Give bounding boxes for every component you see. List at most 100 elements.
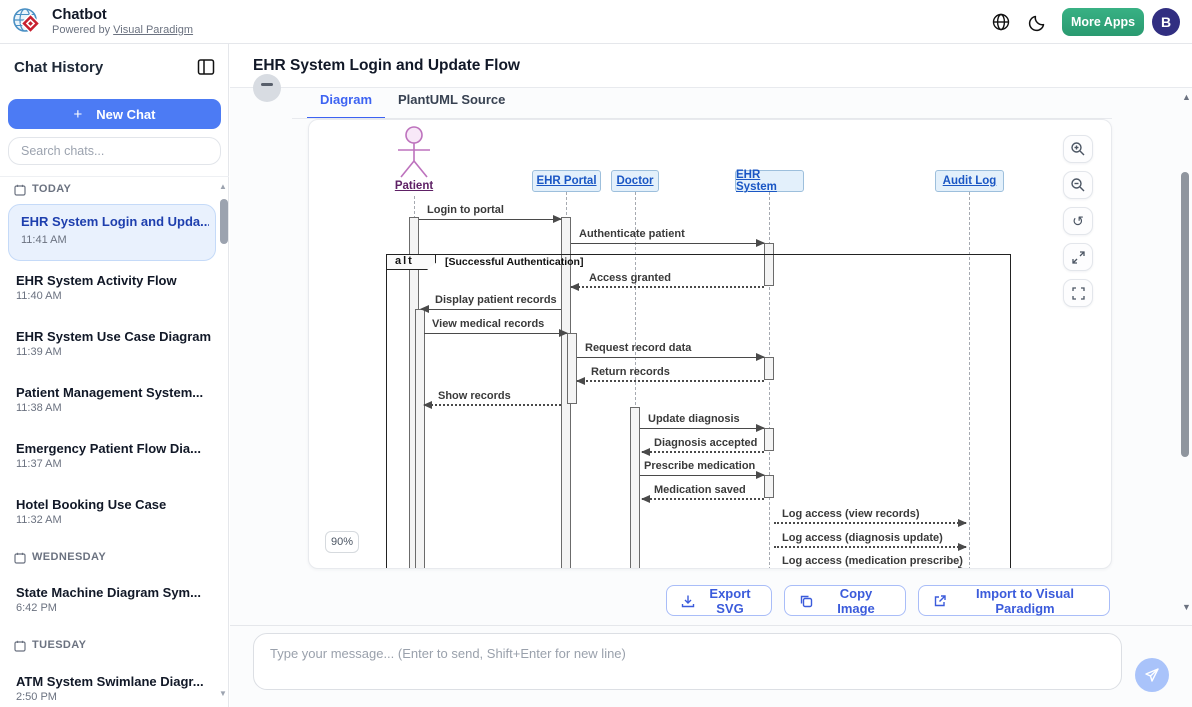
- participant-audit-log[interactable]: Audit Log: [935, 170, 1004, 192]
- more-apps-button[interactable]: More Apps: [1062, 8, 1144, 36]
- app-title: Chatbot: [52, 7, 107, 23]
- message-arrow: Log access (diagnosis update): [774, 532, 967, 551]
- calendar-icon: [14, 552, 26, 564]
- powered-by-line: Powered by Visual Paradigm: [52, 24, 193, 36]
- tab-diagram[interactable]: Diagram: [320, 92, 373, 107]
- chat-history-sidebar: Chat History + New Chat TODAY EHR System …: [0, 44, 229, 707]
- activation-ehr-system: [764, 475, 774, 498]
- section-label-tuesday: TUESDAY: [32, 639, 87, 651]
- actor-figure-icon: [394, 124, 434, 180]
- main-scroll-down-icon[interactable]: ▼: [1182, 602, 1191, 612]
- tab-plantuml-source[interactable]: PlantUML Source: [398, 92, 506, 107]
- message-arrow: Display patient records: [420, 294, 561, 313]
- message-arrow: Access granted: [570, 272, 764, 291]
- participant-ehr-system[interactable]: EHR System: [735, 169, 804, 193]
- chat-item-title: EHR System Login and Upda...: [21, 214, 209, 229]
- external-link-icon: [933, 594, 947, 608]
- download-icon: [681, 594, 695, 608]
- message-arrow: Update diagnosis: [640, 413, 765, 432]
- message-arrow: Prescribe medication: [640, 460, 765, 479]
- send-icon: [1144, 667, 1160, 683]
- dark-mode-moon-icon[interactable]: [1028, 12, 1048, 32]
- section-label-today: TODAY: [32, 183, 72, 195]
- fullscreen-button[interactable]: [1063, 279, 1093, 307]
- export-svg-label: Export SVG: [709, 585, 751, 616]
- activation-ehr-system: [764, 428, 774, 451]
- chat-item-time: 11:32 AM: [16, 514, 62, 526]
- top-header: Chatbot Powered by Visual Paradigm More …: [0, 0, 1192, 44]
- message-arrow: Return records: [576, 366, 764, 385]
- sequence-diagram-canvas[interactable]: Patient EHR Portal Doctor EHR System Aud…: [308, 119, 1112, 569]
- chat-item-time: 11:40 AM: [16, 290, 62, 302]
- import-label: Import to Visual Paradigm: [976, 585, 1074, 616]
- powered-by-text: Powered by: [52, 24, 114, 36]
- sidebar-divider: [0, 176, 229, 177]
- zoom-level-badge: 90%: [325, 531, 359, 553]
- alt-guard-label: [Successful Authentication]: [445, 256, 584, 268]
- alt-fragment-frame: alt [Successful Authentication]: [386, 254, 1011, 568]
- search-chats-input[interactable]: [8, 137, 221, 165]
- calendar-icon: [14, 184, 26, 196]
- new-chat-button[interactable]: + New Chat: [8, 99, 221, 129]
- sidebar-scroll-down-icon[interactable]: ▼: [219, 689, 227, 698]
- chat-item-time: 11:41 AM: [21, 234, 67, 246]
- sidebar-scroll-up-icon[interactable]: ▲: [219, 182, 227, 191]
- zoom-in-button[interactable]: [1063, 135, 1093, 163]
- participant-ehr-portal[interactable]: EHR Portal: [532, 170, 601, 192]
- section-label-wednesday: WEDNESDAY: [32, 551, 107, 563]
- main-scrollbar-thumb[interactable]: [1181, 172, 1189, 457]
- lifeline-ehr-system: [769, 192, 770, 568]
- reset-zoom-button[interactable]: ↺: [1063, 207, 1093, 235]
- visual-paradigm-link[interactable]: Visual Paradigm: [113, 24, 194, 36]
- message-arrow: View medical records: [424, 318, 568, 337]
- activation-ehr-system: [764, 243, 774, 286]
- participant-patient[interactable]: Patient: [394, 180, 434, 192]
- sidebar-collapse-icon[interactable]: [196, 57, 216, 77]
- message-arrow: Show records: [423, 390, 561, 409]
- message-arrow: Log access (view records): [774, 508, 967, 527]
- message-arrow: Request record data: [577, 342, 765, 361]
- message-input[interactable]: [253, 633, 1122, 690]
- chat-item[interactable]: ATM System Swimlane Diagr...: [16, 674, 204, 689]
- chat-item-time: 11:39 AM: [16, 346, 62, 358]
- chat-item[interactable]: State Machine Diagram Sym...: [16, 585, 201, 600]
- user-avatar[interactable]: B: [1152, 8, 1180, 36]
- conversation-titlebar: EHR System Login and Update Flow: [230, 44, 1192, 88]
- sidebar-title: Chat History: [14, 59, 104, 76]
- chat-item[interactable]: Hotel Booking Use Case: [16, 497, 167, 512]
- activation-doctor: [630, 407, 640, 568]
- chat-item[interactable]: Patient Management System...: [16, 385, 204, 400]
- lifeline-audit-log: [969, 192, 970, 568]
- activation-ehr-system: [764, 357, 774, 380]
- copy-image-button[interactable]: Copy Image: [784, 585, 906, 616]
- tabbar-border: [292, 118, 1112, 119]
- chat-item[interactable]: EHR System Use Case Diagram: [16, 329, 212, 344]
- plus-icon: +: [73, 105, 83, 123]
- sidebar-scrollbar-thumb[interactable]: [220, 199, 228, 244]
- expand-button[interactable]: [1063, 243, 1093, 271]
- chat-item[interactable]: Emergency Patient Flow Dia...: [16, 441, 201, 456]
- chat-item-time: 6:42 PM: [16, 602, 57, 614]
- chat-item[interactable]: EHR System Activity Flow: [16, 273, 177, 288]
- chat-item-time: 11:38 AM: [16, 402, 62, 414]
- chat-item-selected[interactable]: EHR System Login and Upda... 11:41 AM: [8, 204, 216, 261]
- zoom-out-button[interactable]: [1063, 171, 1093, 199]
- main-scroll-up-icon[interactable]: ▲: [1182, 92, 1191, 102]
- visual-paradigm-logo-icon: [12, 7, 42, 37]
- copy-image-label: Copy Image: [837, 585, 875, 616]
- language-globe-icon[interactable]: [991, 12, 1011, 32]
- import-to-visual-paradigm-button[interactable]: Import to Visual Paradigm: [918, 585, 1110, 616]
- message-arrow: Diagnosis accepted: [641, 437, 764, 456]
- message-arrow: Medication saved: [641, 484, 764, 503]
- conversation-title: EHR System Login and Update Flow: [253, 57, 520, 74]
- participant-doctor[interactable]: Doctor: [611, 170, 659, 192]
- message-arrow: Authenticate patient: [571, 228, 765, 247]
- send-button[interactable]: [1135, 658, 1169, 692]
- message-arrow: Login to portal: [419, 204, 562, 223]
- assistant-avatar: [253, 74, 281, 102]
- export-svg-button[interactable]: Export SVG: [666, 585, 772, 616]
- chat-item-time: 2:50 PM: [16, 691, 57, 703]
- calendar-icon: [14, 640, 26, 652]
- copy-icon: [799, 594, 813, 608]
